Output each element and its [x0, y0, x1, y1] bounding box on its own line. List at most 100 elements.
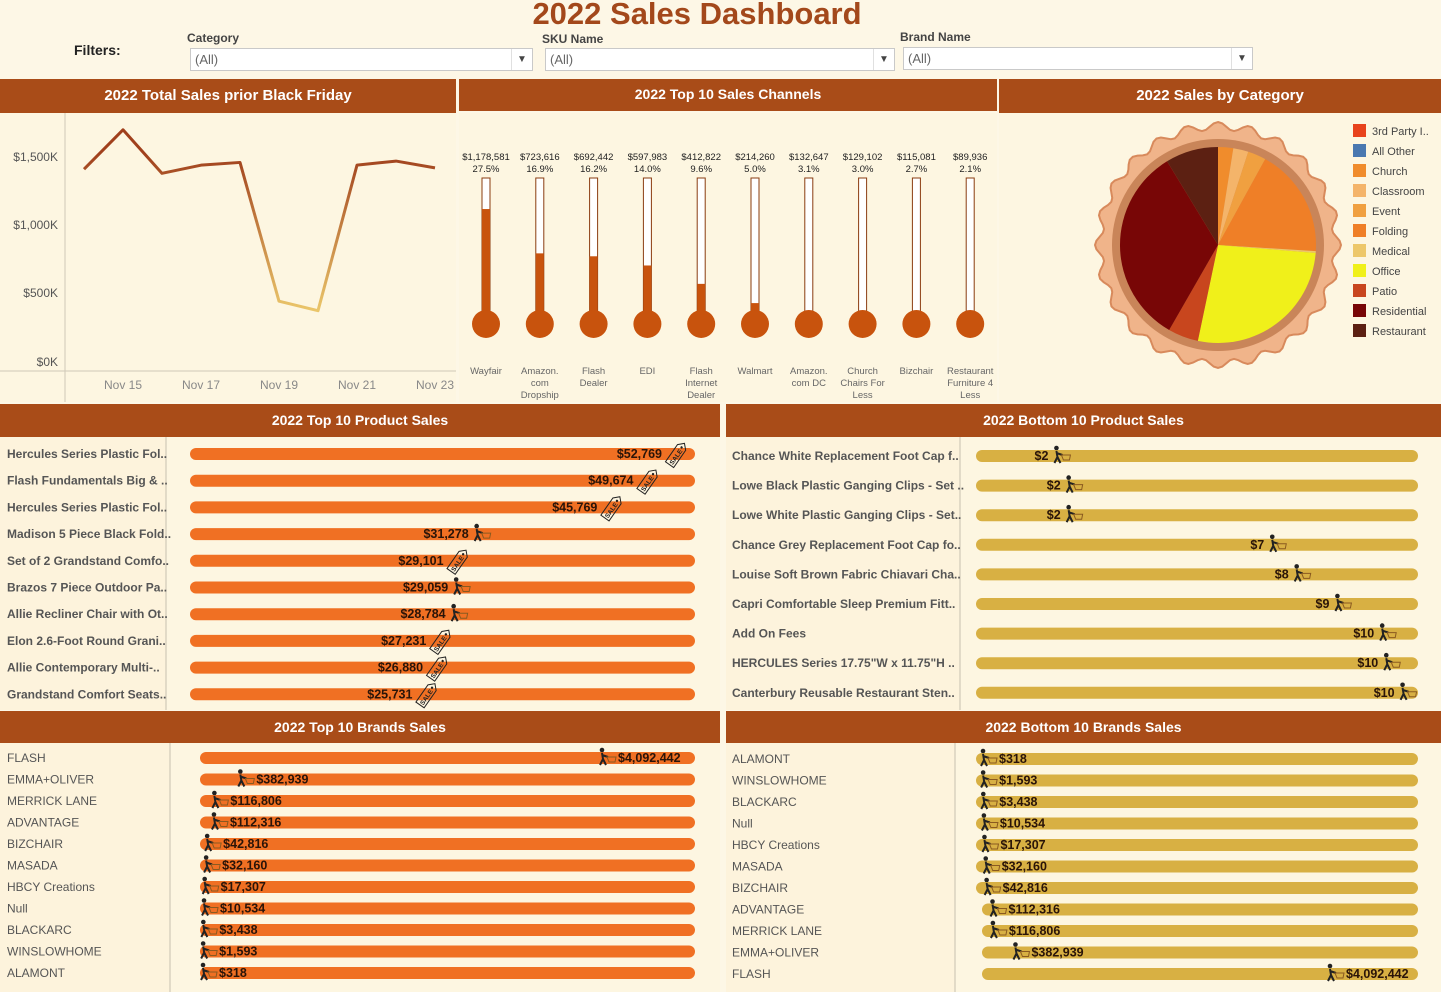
channel-value-label: $692,442: [574, 152, 614, 163]
bar-row[interactable]: Null $10,534: [732, 813, 1418, 831]
legend-item[interactable]: Residential: [1353, 304, 1426, 318]
legend-item[interactable]: All Other: [1353, 144, 1415, 158]
chevron-down-icon[interactable]: ▼: [1231, 48, 1252, 69]
bar-category-label: Brazos 7 Piece Outdoor Pa..: [7, 581, 167, 595]
bar-row[interactable]: Add On Fees $10: [732, 623, 1418, 642]
thermometer-bulb: [472, 310, 500, 338]
bar-row[interactable]: Lowe Black Plastic Ganging Clips - Set .…: [732, 475, 1418, 494]
chevron-down-icon[interactable]: ▼: [511, 49, 532, 70]
bar-value-label: $1,593: [999, 774, 1037, 788]
bar-category-label: Lowe Black Plastic Ganging Clips - Set .…: [732, 479, 964, 493]
bar-row[interactable]: MERRICK LANE $116,806: [7, 790, 695, 809]
channel-name-label: com: [531, 378, 549, 389]
bar-track: [976, 568, 1418, 581]
thermometer-bulb: [902, 310, 931, 338]
bar-track: [982, 946, 1418, 959]
bar-row[interactable]: Brazos 7 Piece Outdoor Pa.. $29,059: [7, 577, 695, 595]
legend-label: Medical: [1372, 246, 1410, 258]
sku-filter-dropdown[interactable]: (All) ▼: [545, 48, 895, 71]
bar-row[interactable]: BIZCHAIR $42,816: [7, 833, 695, 852]
bar-row[interactable]: BLACKARC $3,438: [7, 919, 695, 938]
bar-value-label: $10: [1374, 686, 1395, 700]
bar-row[interactable]: MERRICK LANE $116,806: [732, 920, 1418, 939]
bar-row[interactable]: EMMA+OLIVER $382,939: [7, 769, 695, 787]
bar-row[interactable]: Set of 2 Grandstand Comfo.. SALE$29,101: [7, 547, 695, 576]
bar-row[interactable]: MASADA $32,160: [7, 855, 695, 873]
legend-item[interactable]: Event: [1353, 204, 1400, 218]
chevron-down-icon[interactable]: ▼: [873, 49, 894, 70]
bar-row[interactable]: WINSLOWHOME $1,593: [7, 941, 695, 959]
legend-item[interactable]: Medical: [1353, 244, 1410, 258]
channel-percent-label: 27.5%: [473, 164, 500, 175]
bar-row[interactable]: Hercules Series Plastic Fol.. SALE$45,769: [7, 494, 695, 522]
bar-row[interactable]: ADVANTAGE $112,316: [732, 899, 1418, 917]
bar-row[interactable]: Flash Fundamentals Big & .. SALE$49,674: [7, 467, 695, 495]
bar-track: [200, 881, 695, 893]
bar-row[interactable]: Elon 2.6-Foot Round Grani.. SALE$27,231: [7, 627, 695, 656]
legend-label: 3rd Party I..: [1372, 126, 1429, 138]
bar-value-label: $17,307: [1000, 838, 1045, 852]
bar-track: [976, 598, 1418, 610]
legend-item[interactable]: Church: [1353, 164, 1407, 178]
bar-row[interactable]: BLACKARC $3,438: [732, 791, 1418, 810]
bar-category-label: EMMA+OLIVER: [732, 946, 819, 960]
bar-row[interactable]: Hercules Series Plastic Fol.. SALE$52,769: [7, 440, 695, 469]
pie-slice-event: [1218, 151, 1266, 245]
bar-track: [200, 816, 695, 829]
bar-row[interactable]: Chance White Replacement Foot Cap f.. $2: [732, 445, 1418, 464]
bar-row[interactable]: WINSLOWHOME $1,593: [732, 770, 1418, 788]
bar-category-label: HBCY Creations: [7, 880, 95, 894]
brand-filter-value: (All): [908, 51, 932, 66]
bar-row[interactable]: EMMA+OLIVER $382,939: [732, 942, 1418, 960]
bar-row[interactable]: Chance Grey Replacement Foot Cap fo.. $7: [732, 534, 1418, 553]
legend-item[interactable]: Office: [1353, 264, 1401, 278]
legend-item[interactable]: Restaurant: [1353, 324, 1426, 338]
bar-track: [190, 554, 695, 567]
channel-percent-label: 16.9%: [526, 164, 553, 175]
bar-row[interactable]: HBCY Creations $17,307: [7, 876, 695, 895]
legend-item[interactable]: Patio: [1353, 284, 1397, 298]
legend-label: Church: [1372, 166, 1407, 178]
bar-row[interactable]: Allie Recliner Chair with Ot.. $28,784: [7, 603, 695, 622]
legend-item[interactable]: Classroom: [1353, 184, 1425, 198]
bar-value-label: $8: [1275, 567, 1289, 581]
bar-row[interactable]: FLASH $4,092,442: [732, 963, 1418, 982]
bar-row[interactable]: Louise Soft Brown Fabric Chiavari Cha.. $…: [732, 564, 1418, 582]
person-with-cart-icon: [200, 919, 218, 938]
bar-value-label: $17,307: [221, 880, 266, 894]
legend-label: All Other: [1372, 146, 1415, 158]
brand-filter-dropdown[interactable]: (All) ▼: [903, 47, 1253, 70]
legend-item[interactable]: 3rd Party I..: [1353, 124, 1429, 138]
bar-row[interactable]: Madison 5 Piece Black Fold.. $31,278: [7, 523, 695, 542]
total-sales-header: 2022 Total Sales prior Black Friday: [0, 79, 456, 113]
channel-value-label: $723,616: [520, 152, 560, 163]
bar-category-label: Add On Fees: [732, 627, 806, 641]
bar-row[interactable]: Capri Comfortable Sleep Premium Fitt.. $9: [732, 593, 1418, 612]
bar-row[interactable]: ADVANTAGE $112,316: [7, 812, 695, 830]
legend-item[interactable]: Folding: [1353, 224, 1408, 238]
bar-value-label: $112,316: [230, 816, 281, 830]
bar-row[interactable]: Canterbury Reusable Restaurant Sten.. $10: [732, 682, 1418, 701]
bar-row[interactable]: ALAMONT $318: [732, 748, 1418, 767]
line-point: [434, 166, 437, 169]
bar-row[interactable]: Null $10,534: [7, 898, 695, 916]
person-with-cart-icon: [1293, 564, 1312, 582]
bar-value-label: $2: [1035, 449, 1049, 463]
bar-row[interactable]: BIZCHAIR $42,816: [732, 877, 1418, 896]
bar-row[interactable]: Grandstand Comfort Seats.. SALE$25,731: [7, 681, 695, 709]
bar-track: [976, 627, 1418, 640]
bar-row[interactable]: FLASH $4,092,442: [7, 747, 695, 766]
sales-line: [82, 128, 436, 313]
channel-name-label: Less: [960, 390, 980, 401]
bar-row[interactable]: ALAMONT $318: [7, 962, 695, 981]
bar-row[interactable]: Lowe White Plastic Ganging Clips - Set..…: [732, 504, 1418, 523]
line-point: [122, 128, 125, 131]
bar-row[interactable]: HERCULES Series 17.75"W x 11.75"H .. $10: [732, 652, 1418, 671]
category-filter-dropdown[interactable]: (All) ▼: [190, 48, 533, 71]
category-filter-label: Category: [187, 31, 240, 45]
bar-row[interactable]: HBCY Creations $17,307: [732, 834, 1418, 853]
bar-track: [190, 581, 695, 594]
bar-row[interactable]: MASADA $32,160: [732, 856, 1418, 874]
